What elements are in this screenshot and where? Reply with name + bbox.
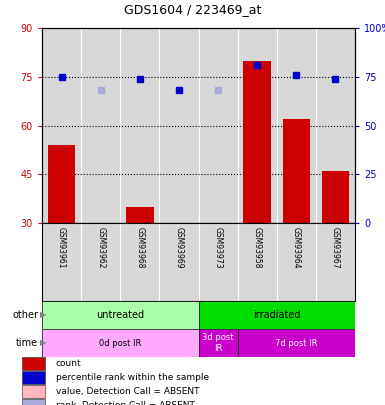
Text: ▶: ▶ bbox=[40, 311, 47, 320]
Text: irradiated: irradiated bbox=[253, 310, 301, 320]
Text: value, Detection Call = ABSENT: value, Detection Call = ABSENT bbox=[56, 387, 199, 396]
Bar bbox=[277, 223, 316, 301]
Bar bbox=[243, 60, 271, 223]
Bar bbox=[238, 329, 355, 357]
Bar bbox=[159, 28, 199, 223]
Bar bbox=[42, 223, 81, 301]
Bar bbox=[199, 28, 238, 223]
Bar bbox=[81, 223, 120, 301]
Bar bbox=[199, 329, 238, 357]
Text: GSM93961: GSM93961 bbox=[57, 227, 66, 269]
Bar bbox=[283, 119, 310, 223]
Bar bbox=[22, 357, 45, 371]
Bar bbox=[22, 385, 45, 398]
Text: ▶: ▶ bbox=[40, 339, 47, 347]
Bar bbox=[238, 223, 277, 301]
Bar bbox=[48, 145, 75, 223]
Text: GSM93964: GSM93964 bbox=[292, 227, 301, 269]
Text: GSM93969: GSM93969 bbox=[174, 227, 183, 269]
Bar bbox=[126, 207, 154, 223]
Bar bbox=[81, 28, 120, 223]
Bar bbox=[120, 28, 159, 223]
Text: GSM93958: GSM93958 bbox=[253, 227, 262, 269]
Text: 3d post
IR: 3d post IR bbox=[202, 333, 234, 353]
Text: count: count bbox=[56, 359, 81, 369]
Bar bbox=[22, 371, 45, 384]
Text: 7d post IR: 7d post IR bbox=[275, 339, 318, 347]
Text: GSM93962: GSM93962 bbox=[96, 227, 105, 269]
Bar bbox=[42, 28, 81, 223]
Bar bbox=[316, 28, 355, 223]
Bar bbox=[199, 223, 238, 301]
Text: GSM93967: GSM93967 bbox=[331, 227, 340, 269]
Bar bbox=[42, 329, 199, 357]
Text: GSM93968: GSM93968 bbox=[135, 227, 144, 269]
Text: 0d post IR: 0d post IR bbox=[99, 339, 141, 347]
Text: GSM93973: GSM93973 bbox=[214, 227, 223, 269]
Bar bbox=[42, 301, 199, 329]
Text: other: other bbox=[12, 310, 38, 320]
Bar bbox=[120, 223, 159, 301]
Text: untreated: untreated bbox=[96, 310, 144, 320]
Bar bbox=[159, 223, 199, 301]
Text: percentile rank within the sample: percentile rank within the sample bbox=[56, 373, 209, 382]
Text: time: time bbox=[16, 338, 38, 348]
Bar bbox=[277, 28, 316, 223]
Bar bbox=[199, 301, 355, 329]
Bar bbox=[322, 171, 349, 223]
Text: GDS1604 / 223469_at: GDS1604 / 223469_at bbox=[124, 4, 261, 17]
Bar bbox=[22, 399, 45, 405]
Text: rank, Detection Call = ABSENT: rank, Detection Call = ABSENT bbox=[56, 401, 195, 405]
Bar bbox=[316, 223, 355, 301]
Bar bbox=[238, 28, 277, 223]
